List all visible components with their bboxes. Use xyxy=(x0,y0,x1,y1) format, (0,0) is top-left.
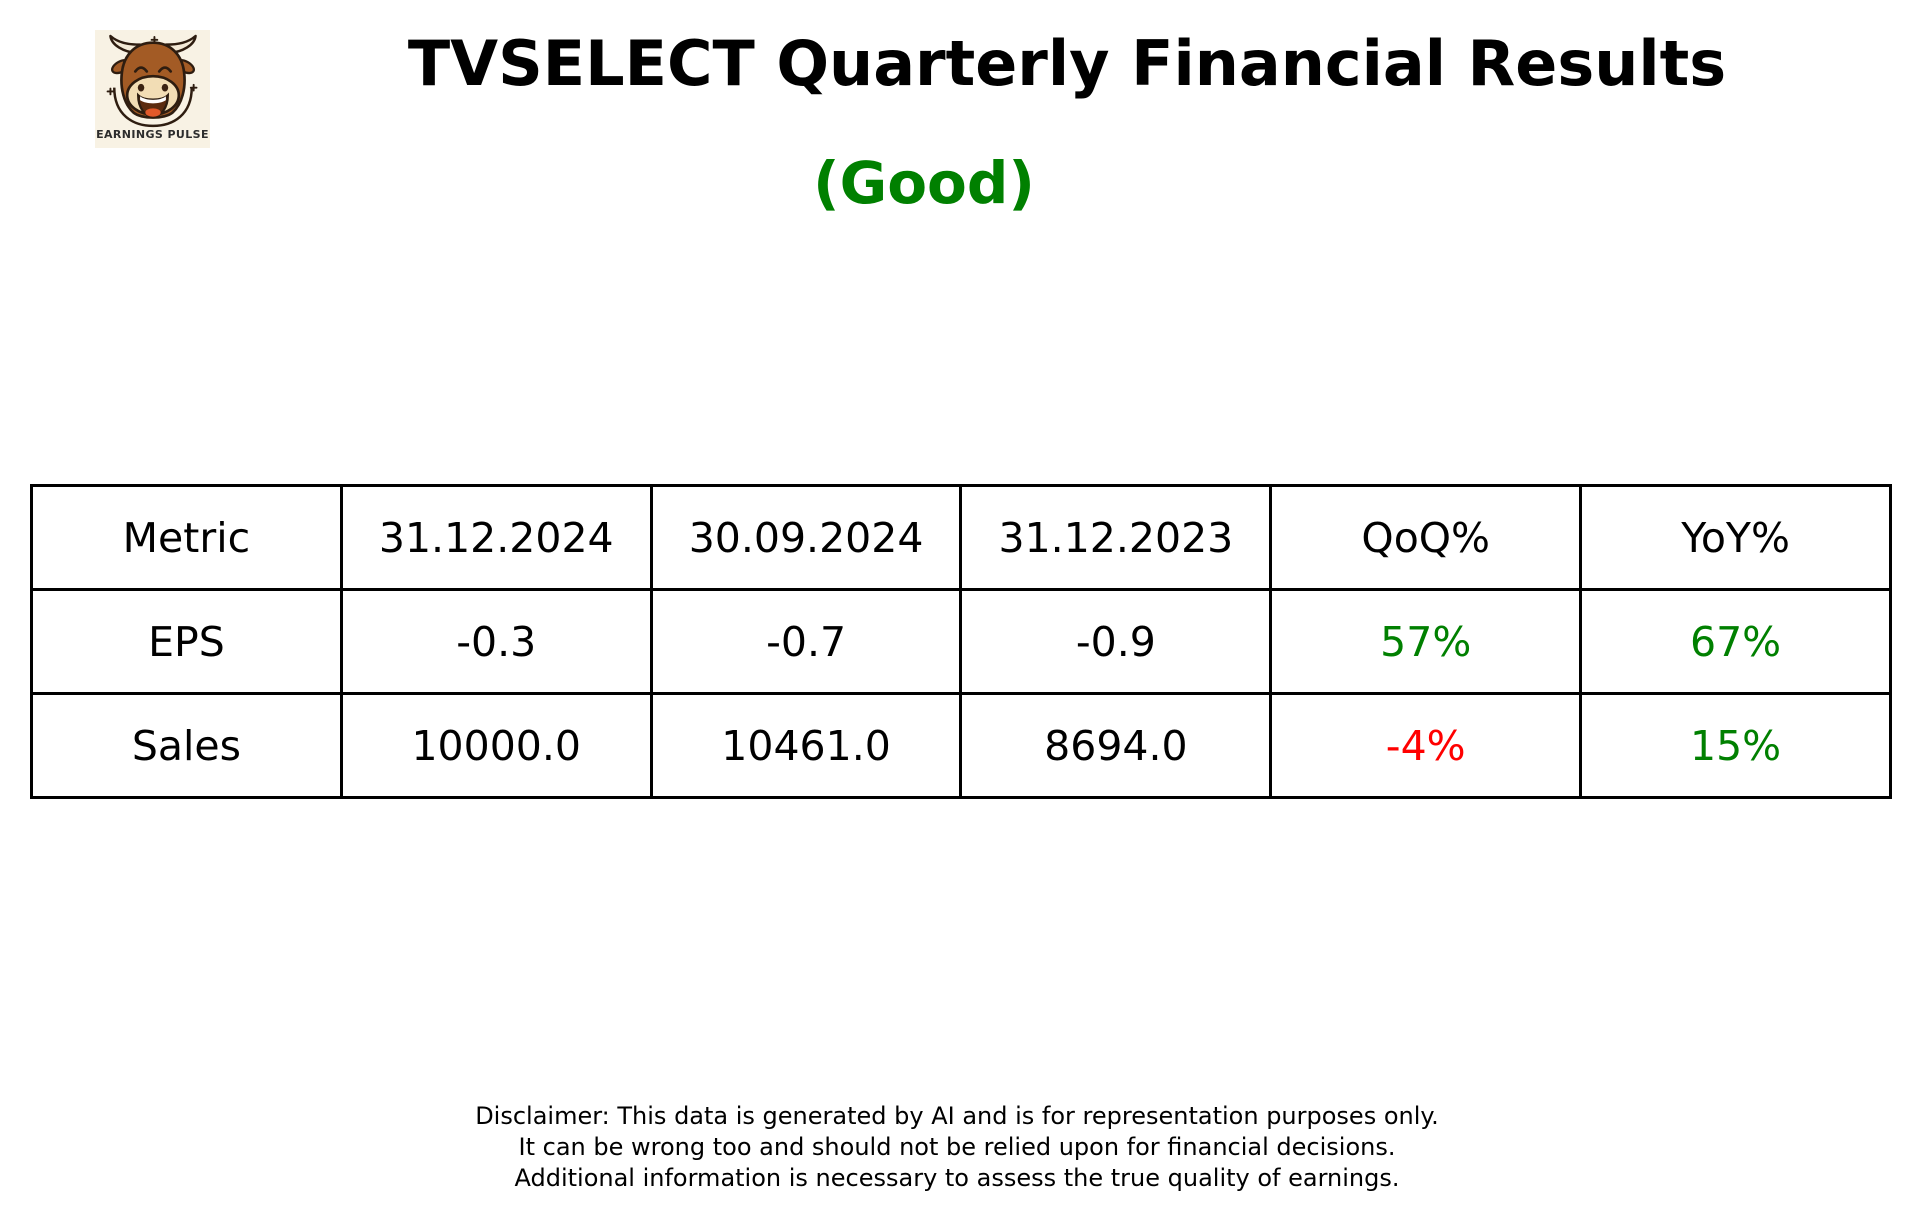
table-row-eps: EPS -0.3 -0.7 -0.9 57% 67% xyxy=(30,588,1892,695)
column-header-current-quarter: 31.12.2024 xyxy=(339,484,653,591)
column-header-year-ago-quarter: 31.12.2023 xyxy=(959,484,1273,591)
sales-metric-cell: Sales xyxy=(30,692,343,799)
sales-yoy-cell: 15% xyxy=(1579,692,1892,799)
eps-metric-cell: EPS xyxy=(30,588,343,695)
column-header-previous-quarter: 30.09.2024 xyxy=(649,484,963,591)
eps-yoy-cell: 67% xyxy=(1579,588,1892,695)
eps-current-cell: -0.3 xyxy=(339,588,653,695)
table-row-sales: Sales 10000.0 10461.0 8694.0 -4% 15% xyxy=(30,692,1892,799)
table-header-row: Metric 31.12.2024 30.09.2024 31.12.2023 … xyxy=(30,484,1892,591)
sales-year-ago-cell: 8694.0 xyxy=(959,692,1273,799)
disclaimer-line-3: Additional information is necessary to a… xyxy=(514,1164,1400,1192)
sales-previous-cell: 10461.0 xyxy=(649,692,963,799)
sales-current-cell: 10000.0 xyxy=(339,692,653,799)
brand-logo: EARNINGS PULSE xyxy=(95,30,210,148)
financial-results-table: Metric 31.12.2024 30.09.2024 31.12.2023 … xyxy=(30,484,1892,799)
eps-previous-cell: -0.7 xyxy=(649,588,963,695)
sales-qoq-cell: -4% xyxy=(1269,692,1583,799)
disclaimer-line-1: Disclaimer: This data is generated by AI… xyxy=(475,1102,1439,1130)
disclaimer: Disclaimer: This data is generated by AI… xyxy=(475,1101,1439,1194)
disclaimer-line-2: It can be wrong too and should not be re… xyxy=(518,1133,1396,1161)
bull-logo-icon xyxy=(106,34,197,128)
eps-qoq-cell: 57% xyxy=(1269,588,1583,695)
column-header-qoq: QoQ% xyxy=(1269,484,1583,591)
brand-name: EARNINGS PULSE xyxy=(96,128,209,141)
quality-rating-subtitle: (Good) xyxy=(813,149,1035,217)
column-header-yoy: YoY% xyxy=(1579,484,1892,591)
column-header-metric: Metric xyxy=(30,484,343,591)
eps-year-ago-cell: -0.9 xyxy=(959,588,1273,695)
page-title: TVSELECT Quarterly Financial Results xyxy=(407,27,1727,100)
